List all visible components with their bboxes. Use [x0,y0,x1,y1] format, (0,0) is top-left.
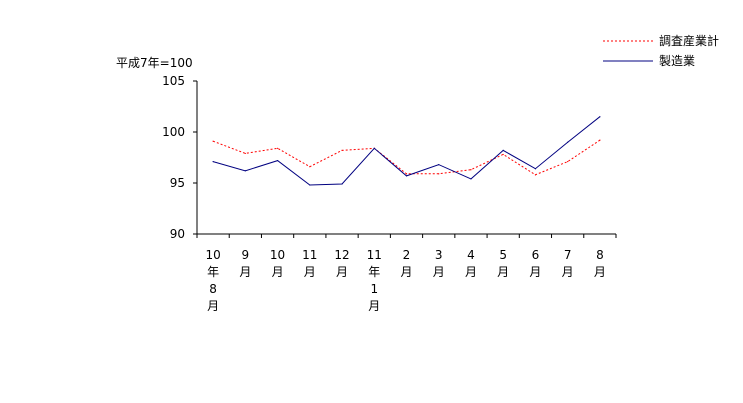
data-point [341,183,343,185]
data-point [244,152,246,155]
series-layer [212,116,601,186]
data-point [373,147,375,149]
x-tick-label: 9 [242,248,250,262]
data-point [212,140,214,142]
x-tick-label: 月 [529,265,541,279]
x-tick-label: 月 [465,265,477,279]
data-point [534,174,537,176]
data-point [599,139,601,141]
legend-label: 調査産業計 [659,33,719,48]
x-tick-label: 12 [334,248,349,262]
data-point [438,173,440,175]
data-point [502,153,504,156]
data-point [405,175,408,177]
data-point [567,141,569,143]
x-tick-label: 月 [304,265,316,279]
data-point [567,160,569,163]
x-tick-label: 月 [239,265,251,279]
data-point [309,166,311,168]
x-tick-label: 月 [400,265,412,279]
data-point [405,173,408,175]
data-point [534,168,537,170]
axes [196,81,616,235]
data-point [599,116,601,118]
y-tick-label: 90 [170,227,185,241]
x-tick-label: 8 [596,248,604,262]
x-tick-label: 10 [270,248,285,262]
x-tick-label: 6 [532,248,540,262]
data-point [212,160,214,163]
data-point [276,159,279,162]
x-tick-label: 月 [368,299,380,313]
y-axis-ticks: 90 95 100 105 [162,74,197,241]
x-tick-label: 3 [435,248,443,262]
data-point [341,149,343,151]
data-point [470,178,472,180]
x-tick-label: 11 [367,248,382,262]
x-tick-label: 10 [205,248,220,262]
y-tick-label: 95 [170,176,185,190]
data-point [502,149,504,151]
series-line-1 [212,116,601,186]
x-axis-ticks: 10 年 8 月 9 月 10 月 11 月 12 月 11 年 1 月 2 月 3 月 4 月 5 月 6 月 7 月 8 月 [196,234,617,313]
x-tick-label: 11 [302,248,317,262]
unit-label: 平成7年=100 [116,56,193,70]
x-tick-label: 7 [564,248,572,262]
legend-label: 製造業 [659,54,695,68]
x-tick-label: 月 [562,265,574,279]
data-point [276,147,279,149]
x-tick-label: 月 [497,265,509,279]
x-tick-label: 4 [467,248,475,262]
x-tick-label: 月 [336,265,348,279]
data-point [470,169,472,171]
x-tick-label: 1 [370,282,378,296]
x-tick-label: 8 [209,282,217,296]
data-point [309,184,311,186]
x-tick-label: 年 [368,265,380,279]
x-tick-label: 月 [272,265,284,279]
x-tick-label: 月 [207,299,219,313]
y-tick-label: 105 [162,74,185,88]
x-tick-label: 月 [433,265,445,279]
x-tick-label: 5 [499,248,507,262]
data-point [244,170,246,172]
data-point [438,164,440,166]
x-tick-label: 月 [594,265,606,279]
series-line-0 [212,139,601,176]
x-tick-label: 年 [207,265,219,279]
x-tick-label: 2 [403,248,411,262]
y-tick-label: 100 [162,125,185,139]
